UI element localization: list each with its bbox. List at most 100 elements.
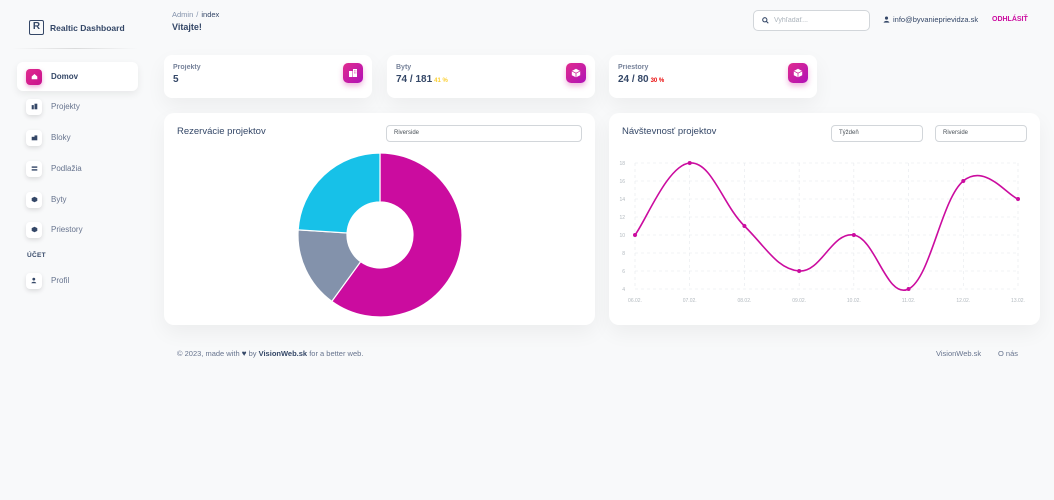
sidebar: R Realtic Dashboard Domov Projekty Bloky… (0, 0, 150, 500)
footer-prefix: © 2023, made with (177, 349, 240, 358)
user-icon (26, 272, 42, 289)
footer-company-link[interactable]: VisionWeb.sk (258, 349, 308, 358)
heart-icon: ♥ (241, 349, 247, 358)
search-input[interactable] (774, 17, 862, 24)
x-tick-label: 06.02. (628, 298, 642, 304)
y-tick-label: 12 (619, 215, 625, 221)
search-icon (762, 17, 769, 24)
search-box[interactable] (753, 10, 870, 31)
y-tick-label: 18 (619, 161, 625, 167)
sidebar-item-label: Priestory (51, 225, 83, 234)
sidebar-item-podlazia[interactable]: Podlažia (17, 154, 138, 183)
blocks-icon (26, 129, 42, 146)
user-account[interactable]: info@byvanieprievidza.sk (883, 15, 978, 24)
stat-number: 24 / 80 (618, 74, 649, 85)
y-tick-label: 10 (619, 233, 625, 239)
building-icon (343, 63, 363, 83)
data-point (1016, 197, 1020, 201)
x-tick-label: 10.02. (847, 298, 861, 304)
sidebar-item-priestory[interactable]: Priestory (17, 215, 138, 244)
sidebar-item-label: Profil (51, 276, 70, 285)
footer-link-visionweb[interactable]: VisionWeb.sk (936, 349, 982, 358)
donut-chart (297, 152, 463, 318)
box-icon (566, 63, 586, 83)
period-select[interactable]: Týždeň (831, 125, 923, 142)
sidebar-item-label: Projekty (51, 102, 80, 111)
data-point (797, 269, 802, 273)
sidebar-item-byty[interactable]: Byty (17, 185, 138, 214)
sidebar-item-domov[interactable]: Domov (17, 62, 138, 91)
stat-label: Projekty (173, 64, 201, 71)
panel-title: Rezervácie projektov (177, 126, 266, 137)
floors-icon (26, 160, 42, 177)
x-tick-label: 08.02. (737, 298, 751, 304)
breadcrumb-current: index (201, 10, 220, 19)
pie-slice (330, 152, 463, 318)
stat-percent: 41 % (434, 78, 448, 84)
series-line (634, 162, 1019, 292)
x-tick-label: 12.02. (956, 298, 970, 304)
x-tick-label: 09.02. (792, 298, 806, 304)
y-tick-label: 6 (622, 269, 625, 275)
sidebar-item-profil[interactable]: Profil (17, 266, 138, 295)
sidebar-item-label: Bloky (51, 133, 71, 142)
logout-button[interactable]: ODHLÁSIŤ (992, 16, 1028, 23)
data-point (906, 287, 911, 291)
stat-label: Priestory (618, 64, 649, 71)
stat-card-projekty: Projekty 5 (164, 55, 372, 98)
pie-slice (297, 152, 381, 234)
page-title: Vitajte! (172, 22, 202, 32)
reservations-panel: Rezervácie projektov Riverside (164, 113, 595, 325)
stat-value: 24 / 80 30 % (618, 74, 817, 85)
stat-number: 5 (173, 74, 179, 85)
line-chart: 4 6 8 10 12 14 16 18 06.02. 07.02. 08.02. 09.02. 10.… (619, 161, 1025, 304)
data-point (742, 224, 747, 228)
footer-by: by (248, 349, 257, 358)
stat-card-priestory: Priestory 24 / 80 30 % (609, 55, 817, 98)
sidebar-item-label: Byty (51, 195, 67, 204)
box-icon (26, 221, 42, 238)
building-icon (26, 98, 42, 115)
data-point (851, 233, 856, 237)
y-tick-label: 8 (622, 251, 625, 257)
footer-suffix: for a better web. (309, 349, 364, 358)
sidebar-item-label: Domov (51, 72, 79, 81)
stat-value: 5 (173, 74, 372, 85)
stat-label: Byty (396, 64, 412, 71)
project-select[interactable]: Riverside (386, 125, 582, 142)
sidebar-item-label: Podlažia (51, 164, 82, 173)
user-email: info@byvanieprievidza.sk (893, 15, 979, 24)
footer-copyright: © 2023, made with ♥ by VisionWeb.sk for … (177, 349, 363, 358)
brand-mark: R (29, 20, 44, 35)
y-tick-label: 14 (619, 197, 625, 203)
panel-title: Návštevnosť projektov (622, 126, 717, 137)
brand-logo[interactable]: R Realtic Dashboard (29, 20, 125, 35)
stat-value: 74 / 181 41 % (396, 74, 595, 85)
sidebar-item-bloky[interactable]: Bloky (17, 123, 138, 152)
stat-number: 74 / 181 (396, 74, 433, 85)
breadcrumb: Admin / index (172, 10, 219, 19)
box-icon (26, 191, 42, 208)
y-tick-label: 16 (619, 179, 625, 185)
x-tick-label: 13.02. (1011, 298, 1025, 304)
section-label-account: ÚČET (27, 252, 46, 259)
x-tick-label: 07.02. (683, 298, 697, 304)
footer-link-o-nas[interactable]: O nás (998, 349, 1019, 358)
data-point (633, 233, 637, 237)
home-icon (26, 68, 42, 85)
x-tick-label: 11.02. (902, 298, 916, 304)
sidebar-item-projekty[interactable]: Projekty (17, 92, 138, 121)
breadcrumb-root[interactable]: Admin (172, 10, 194, 19)
user-icon (883, 16, 890, 23)
project-select[interactable]: Riverside (935, 125, 1027, 142)
brand-name: Realtic Dashboard (50, 22, 125, 33)
data-point (687, 161, 692, 165)
stat-card-byty: Byty 74 / 181 41 % (387, 55, 595, 98)
stat-percent: 30 % (650, 78, 665, 84)
visits-panel: Návštevnosť projektov Týždeň Riverside 4… (609, 113, 1040, 325)
divider (12, 48, 138, 49)
breadcrumb-separator: / (196, 10, 199, 19)
box-icon (788, 63, 808, 83)
y-tick-label: 4 (622, 287, 625, 293)
data-point (961, 179, 966, 183)
